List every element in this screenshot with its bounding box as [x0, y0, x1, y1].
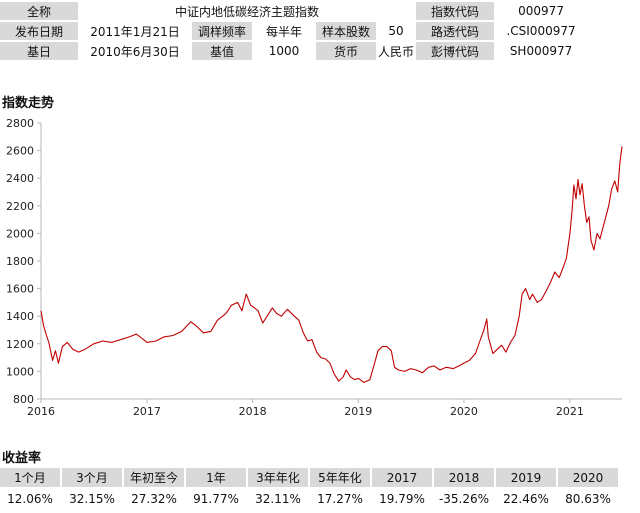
y-tick-label: 1000 [6, 365, 34, 378]
index-code-label: 指数代码 [416, 2, 495, 20]
info-row: 基日 2010年6月30日 基值 1000 货币 人民币 彭博代码 SH0009… [0, 42, 586, 60]
returns-period-value: 19.79% [372, 489, 432, 508]
returns-period-header: 3年年化 [248, 468, 308, 487]
y-tick-label: 2000 [6, 227, 34, 240]
trend-section-title: 指数走势 [2, 96, 55, 111]
publish-date-label: 发布日期 [0, 22, 78, 40]
base-value-label: 基值 [192, 42, 252, 60]
currency-label: 货币 [316, 42, 376, 60]
info-row: 全称 中证内地低碳经济主题指数 指数代码 000977 [0, 2, 586, 20]
base-date-value: 2010年6月30日 [90, 44, 180, 59]
base-value-value: 1000 [268, 44, 300, 58]
returns-header-row: 1个月 3个月 年初至今 1年 3年年化 5年年化 2017 2018 2019 2020 [0, 468, 618, 487]
returns-panel: 1个月 3个月 年初至今 1年 3年年化 5年年化 2017 2018 2019 2020 12.… [0, 466, 620, 510]
returns-section-title: 收益率 [2, 451, 42, 466]
returns-period-header: 1年 [186, 468, 246, 487]
x-tick-label: 2017 [133, 405, 161, 418]
returns-period-value: 32.11% [248, 489, 308, 508]
returns-period-value: 27.32% [124, 489, 184, 508]
reuters-code-value: .CSI000977 [506, 24, 576, 38]
returns-period-header: 2019 [496, 468, 556, 487]
index-series-line [40, 146, 623, 383]
rebalance-frequency-value: 每半年 [265, 24, 302, 39]
x-tick-label: 2020 [450, 405, 478, 418]
y-tick-label: 2600 [6, 145, 34, 158]
returns-period-header: 1个月 [0, 468, 60, 487]
currency-value: 人民币 [378, 44, 415, 59]
y-tick-label: 800 [13, 393, 34, 406]
constituent-count-value: 50 [388, 24, 404, 38]
returns-period-value: -35.26% [434, 489, 494, 508]
returns-period-header: 3个月 [62, 468, 122, 487]
chart-plot-area [40, 146, 623, 383]
bloomberg-code-value: SH000977 [509, 44, 573, 58]
full-name-value: 中证内地低碳经济主题指数 [175, 4, 320, 19]
y-tick-label: 1800 [6, 255, 34, 268]
index-code-value: 000977 [518, 4, 564, 18]
y-tick-label: 2200 [6, 200, 34, 213]
y-tick-label: 1400 [6, 310, 34, 323]
y-tick-label: 2800 [6, 117, 34, 130]
full-name-label: 全称 [0, 2, 78, 20]
constituent-count-label: 样本股数 [316, 22, 376, 40]
index-trend-chart: 800 1000 1200 1400 1600 1800 2000 2200 2400 2600 2… [6, 117, 623, 418]
rebalance-frequency-label: 调样频率 [192, 22, 252, 40]
chart-axes: 800 1000 1200 1400 1600 1800 2000 2200 2400 2600 2… [6, 117, 622, 418]
returns-period-value: 80.63% [558, 489, 618, 508]
x-tick-label: 2019 [344, 405, 372, 418]
publish-date-value: 2011年1月21日 [90, 24, 180, 39]
returns-period-value: 91.77% [186, 489, 246, 508]
returns-table: 1个月 3个月 年初至今 1年 3年年化 5年年化 2017 2018 2019 2020 12.… [0, 466, 620, 510]
reuters-code-label: 路透代码 [416, 22, 495, 40]
x-tick-label: 2021 [556, 405, 584, 418]
returns-period-header: 2018 [434, 468, 494, 487]
returns-period-value: 17.27% [310, 489, 370, 508]
x-tick-label: 2018 [239, 405, 267, 418]
info-row: 发布日期 2011年1月21日 调样频率 每半年 样本股数 50 路透代码 .C… [0, 22, 586, 40]
index-info-panel: 全称 中证内地低碳经济主题指数 指数代码 000977 发布日期 2011年1月… [0, 0, 640, 62]
y-tick-label: 1200 [6, 338, 34, 351]
returns-period-header: 2020 [558, 468, 618, 487]
y-tick-label: 2400 [6, 172, 34, 185]
returns-period-value: 22.46% [496, 489, 556, 508]
returns-period-header: 2017 [372, 468, 432, 487]
returns-period-value: 12.06% [0, 489, 60, 508]
index-info-table: 全称 中证内地低碳经济主题指数 指数代码 000977 发布日期 2011年1月… [0, 0, 588, 62]
returns-period-value: 32.15% [62, 489, 122, 508]
returns-period-header: 年初至今 [124, 468, 184, 487]
x-tick-label: 2016 [27, 405, 55, 418]
returns-value-row: 12.06% 32.15% 27.32% 91.77% 32.11% 17.27% 19.7… [0, 489, 618, 508]
base-date-label: 基日 [0, 42, 78, 60]
bloomberg-code-label: 彭博代码 [416, 42, 495, 60]
returns-period-header: 5年年化 [310, 468, 370, 487]
y-tick-label: 1600 [6, 283, 34, 296]
